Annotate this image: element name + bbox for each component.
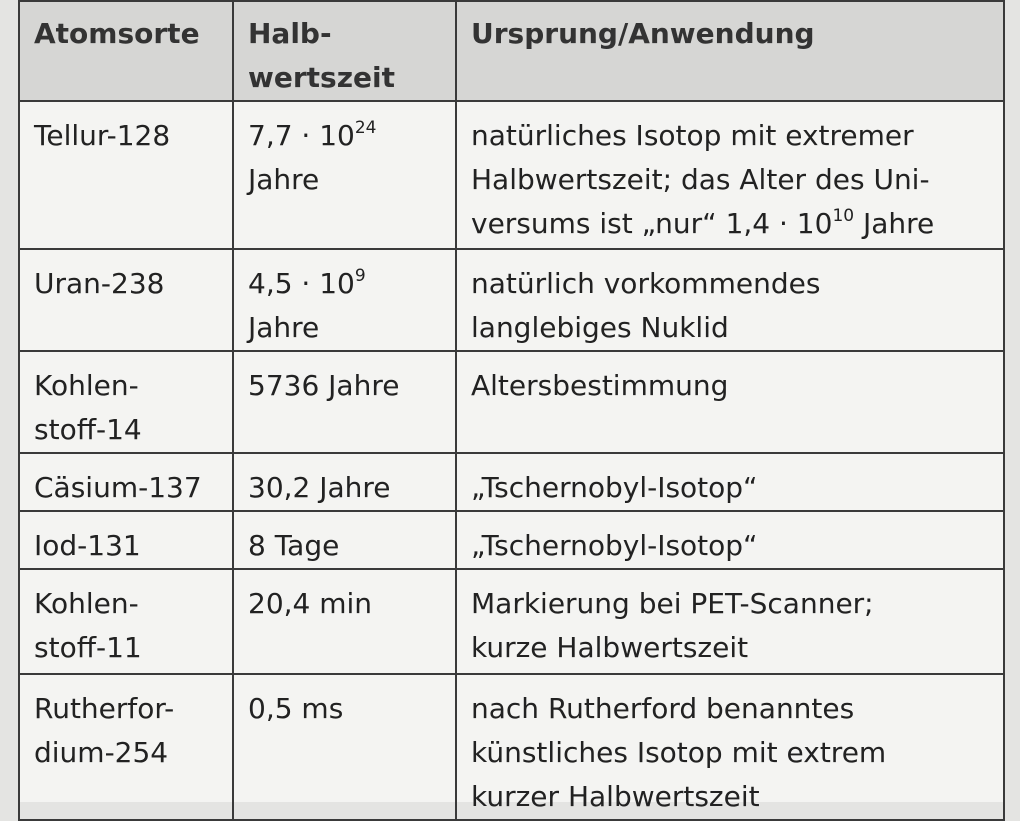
row: Kohlen-stoff-11 20,4 min Markierung bei PE… <box>18 568 1005 675</box>
cell-line: stoff-14 <box>34 413 142 446</box>
cell-line: „Tschernobyl-Isotop“ <box>471 529 758 562</box>
cell-line: langlebiges Nuklid <box>471 311 729 344</box>
cell-line: wertszeit <box>248 61 395 94</box>
cell-line: Cäsium-137 <box>34 471 202 504</box>
cell: Rutherfor-dium-254 <box>18 673 234 821</box>
cell: Markierung bei PET-Scanner; kurze Halbwer… <box>455 568 1005 675</box>
cell-line: nach Rutherford benanntes <box>471 692 855 725</box>
cell-line: kurze Halbwertszeit <box>471 631 749 664</box>
cell-line: 5736 Jahre <box>248 369 400 402</box>
superscript: 10 <box>832 206 855 226</box>
header-cell: Atomsorte <box>18 0 234 102</box>
cell: „Tschernobyl-Isotop“ <box>455 510 1005 570</box>
table-container: Atomsorte Halb-wertszeit Ursprung/Anwendun… <box>18 0 1005 821</box>
row: Cäsium-137 30,2 Jahre „Tschernobyl-Isotop“ <box>18 452 1005 512</box>
text: Jahre <box>854 207 935 240</box>
cell-line: Halb- <box>248 17 332 50</box>
cell: Altersbestimmung <box>455 350 1005 454</box>
cell-line: 0,5 ms <box>248 692 344 725</box>
cell: 20,4 min <box>232 568 457 675</box>
row: Tellur-128 7,7 · 1024 Jahre natürliches Iso… <box>18 100 1005 250</box>
cell: „Tschernobyl-Isotop“ <box>455 452 1005 512</box>
cell: Tellur-128 <box>18 100 234 250</box>
cell-line: 4,5 · 109 <box>248 262 441 306</box>
cell-line: 30,2 Jahre <box>248 471 391 504</box>
cell: 8 Tage <box>232 510 457 570</box>
superscript: 24 <box>354 118 377 138</box>
cell-line: Jahre <box>248 163 320 196</box>
cell-line: „Tschernobyl-Isotop“ <box>471 471 758 504</box>
cell-line: Atomsorte <box>34 17 200 50</box>
cell-line: versums ist „nur“ 1,4 · 1010 Jahre <box>471 202 989 246</box>
cell-line: Kohlen- <box>34 587 139 620</box>
cell-line: Altersbestimmung <box>471 369 729 402</box>
cell: natürlich vorkommendes langlebiges Nuklid <box>455 248 1005 352</box>
cell-line: Markierung bei PET-Scanner; <box>471 587 874 620</box>
cell: natürliches Isotop mit extremer Halbwerts… <box>455 100 1005 250</box>
header-row: Atomsorte Halb-wertszeit Ursprung/Anwendun… <box>18 0 1005 102</box>
text: 7,7 · 10 <box>248 119 355 152</box>
cell-line: kurzer Halbwertszeit <box>471 780 760 813</box>
cell: 5736 Jahre <box>232 350 457 454</box>
cell: 0,5 ms <box>232 673 457 821</box>
cell-line: Kohlen- <box>34 369 139 402</box>
row: Rutherfor-dium-254 0,5 ms nach Rutherford … <box>18 673 1005 821</box>
table: Atomsorte Halb-wertszeit Ursprung/Anwendun… <box>18 0 1005 821</box>
cell-line: künstliches Isotop mit extrem <box>471 736 887 769</box>
cell-line: natürliches Isotop mit extremer <box>471 119 914 152</box>
cell: Cäsium-137 <box>18 452 234 512</box>
cell-line: Iod-131 <box>34 529 141 562</box>
cell-line: natürlich vorkommendes <box>471 267 821 300</box>
row: Kohlen-stoff-14 5736 Jahre Altersbestimmun… <box>18 350 1005 454</box>
cell: 7,7 · 1024 Jahre <box>232 100 457 250</box>
cell-line: Tellur-128 <box>34 119 171 152</box>
cell-line: 8 Tage <box>248 529 340 562</box>
cell-line: Uran-238 <box>34 267 165 300</box>
row: Uran-238 4,5 · 109 Jahre natürlich vorkomme… <box>18 248 1005 352</box>
cell-line: Ursprung/Anwendung <box>471 17 815 50</box>
cell-line: Rutherfor- <box>34 692 175 725</box>
cell-line: Halbwertszeit; das Alter des Uni- <box>471 163 930 196</box>
cell-line: 7,7 · 1024 <box>248 114 441 158</box>
text: 4,5 · 10 <box>248 267 355 300</box>
header-cell: Halb-wertszeit <box>232 0 457 102</box>
cell: Iod-131 <box>18 510 234 570</box>
cell: 30,2 Jahre <box>232 452 457 512</box>
cell-line: stoff-11 <box>34 631 142 664</box>
cell-line: 20,4 min <box>248 587 373 620</box>
cell: Kohlen-stoff-14 <box>18 350 234 454</box>
cell: 4,5 · 109 Jahre <box>232 248 457 352</box>
cell-line: dium-254 <box>34 736 169 769</box>
cell: Kohlen-stoff-11 <box>18 568 234 675</box>
superscript: 9 <box>354 266 366 286</box>
text: versums ist „nur“ 1,4 · 10 <box>471 207 833 240</box>
cell: nach Rutherford benanntes künstliches Iso… <box>455 673 1005 821</box>
cell-line: Jahre <box>248 311 320 344</box>
header-cell: Ursprung/Anwendung <box>455 0 1005 102</box>
row: Iod-131 8 Tage „Tschernobyl-Isotop“ <box>18 510 1005 570</box>
cell: Uran-238 <box>18 248 234 352</box>
